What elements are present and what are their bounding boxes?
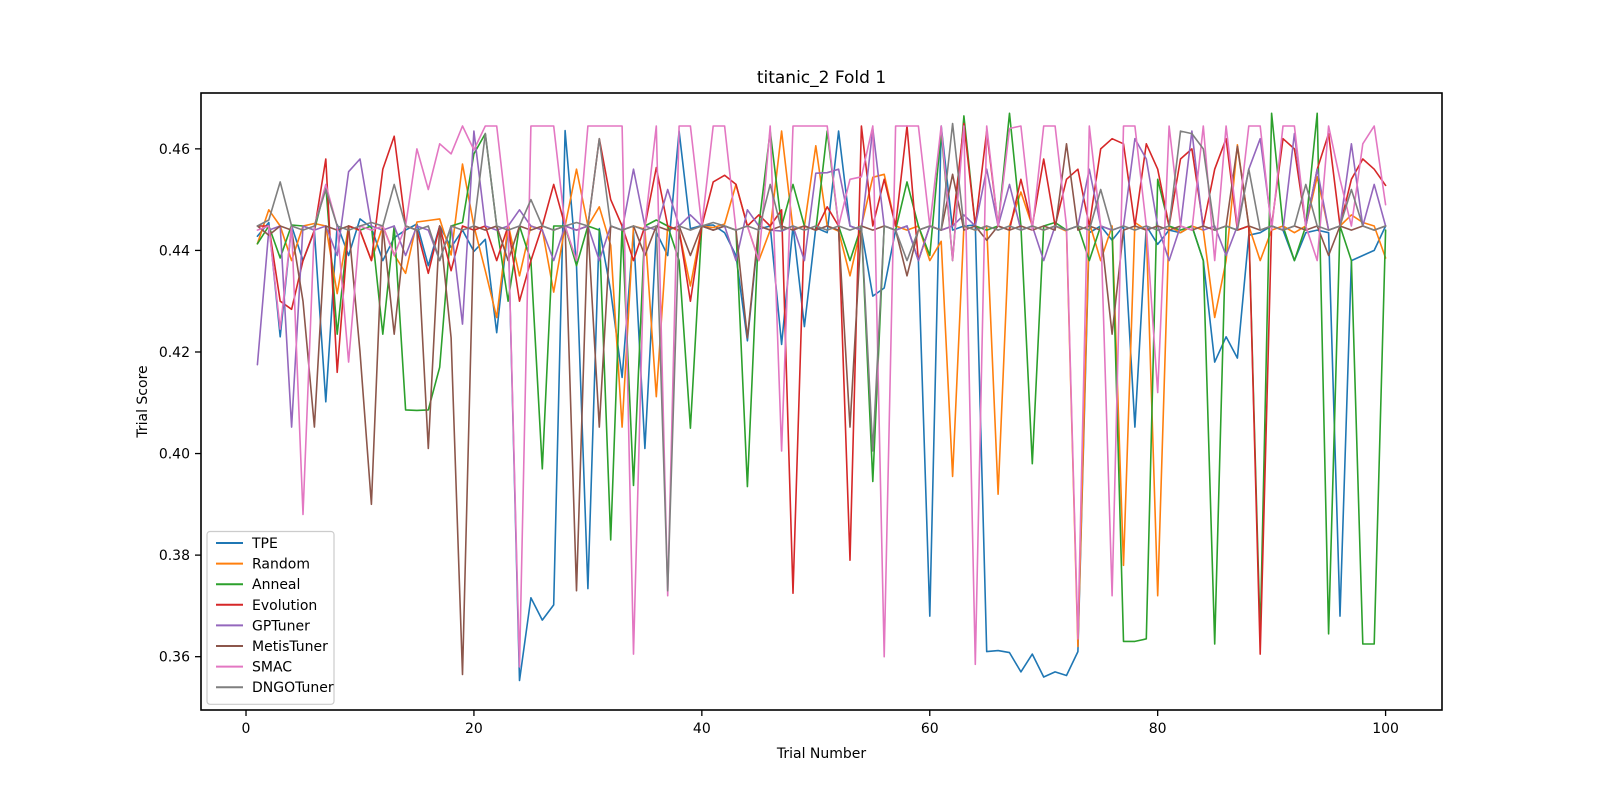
legend-label: SMAC: [252, 660, 292, 676]
y-tick-label: 0.46: [159, 142, 190, 158]
legend-label: Anneal: [252, 577, 300, 593]
legend-label: GPTuner: [252, 618, 310, 634]
y-tick-label: 0.38: [159, 548, 190, 564]
y-tick-label: 0.36: [159, 650, 190, 666]
legend-item-smac: SMAC: [216, 660, 292, 676]
legend-item-evolution: Evolution: [216, 598, 317, 614]
y-tick-label: 0.44: [159, 243, 190, 259]
series-lines: [256, 112, 1387, 682]
series-line-smac: [256, 125, 1387, 668]
legend: TPE Random Anneal Evolution GPTuner MetisTune…: [206, 530, 335, 705]
x-tick-label: 60: [921, 721, 939, 737]
series-line-dngotuner: [256, 122, 1387, 592]
axis-ticks: 0 20 40 60 80 100 0.36 0.38 0.40 0.42 0.44 0.46: [159, 142, 1399, 737]
x-tick-label: 20: [465, 721, 483, 737]
x-tick-label: 80: [1149, 721, 1167, 737]
legend-item-random: Random: [216, 557, 310, 573]
y-tick-label: 0.42: [159, 345, 190, 361]
legend-label: DNGOTuner: [252, 680, 334, 696]
x-tick-label: 0: [242, 721, 251, 737]
legend-item-gptuner: GPTuner: [216, 618, 310, 634]
legend-item-anneal: Anneal: [216, 577, 300, 593]
plot-area: [201, 93, 1442, 710]
legend-item-tpe: TPE: [216, 536, 278, 552]
legend-label: TPE: [251, 536, 278, 552]
legend-label: Evolution: [252, 598, 317, 614]
x-axis-label: Trial Number: [776, 746, 867, 762]
series-line-anneal: [256, 112, 1387, 645]
legend-label: Random: [252, 557, 310, 573]
legend-frame: [206, 530, 335, 705]
chart-title: titanic_2 Fold 1: [757, 68, 886, 88]
y-axis-label: Trial Score: [135, 365, 151, 438]
x-tick-label: 100: [1372, 721, 1399, 737]
legend-item-metistuner: MetisTuner: [216, 639, 328, 655]
x-tick-label: 40: [693, 721, 711, 737]
axes-spines: [200, 92, 1443, 711]
legend-label: MetisTuner: [252, 639, 328, 655]
legend-item-dngotuner: DNGOTuner: [216, 680, 334, 696]
y-tick-label: 0.40: [159, 447, 190, 463]
